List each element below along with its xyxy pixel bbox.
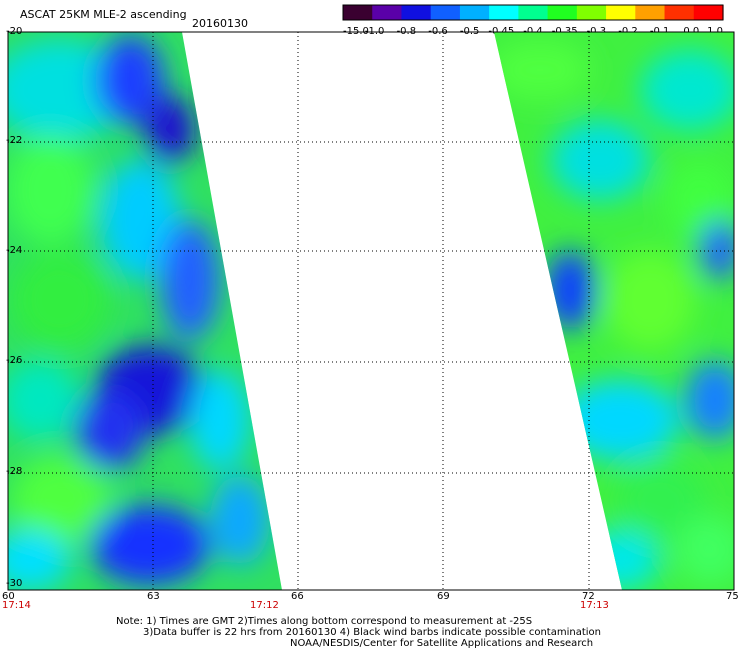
lon-label: 66 [291,591,304,602]
colorbar-swatch [606,5,636,20]
lat-lon-grid [8,32,734,590]
time-label-left: 17:14 [2,600,31,611]
note-line-2: 3)Data buffer is 22 hrs from 20160130 4)… [143,627,601,638]
colorbar-swatch [547,5,578,20]
lon-label: 63 [147,591,160,602]
lat-label: -26 [6,355,23,366]
note-line-1: Note: 1) Times are GMT 2)Times along bot… [116,616,533,627]
colorbar-swatch [576,5,607,20]
colorbar-swatch [664,5,695,20]
colorbar-swatch [489,5,519,20]
map-frame [7,31,735,591]
left-swath [8,32,282,590]
lat-label: -22 [6,135,23,146]
lat-label: -20 [6,26,23,37]
colorbar-swatch [635,5,666,20]
time-label-right: 17:13 [580,600,609,611]
map-title: ASCAT 25KM MLE-2 ascending [20,8,187,21]
colorbar-swatch [430,5,461,20]
lon-label: 60 [2,591,15,602]
colorbar-swatch [459,5,490,20]
lon-label: 72 [582,591,595,602]
time-label-mid: 17:12 [250,600,279,611]
colorbar-swatch [343,5,373,20]
lon-label: 69 [437,591,450,602]
lat-label: -24 [6,245,23,256]
colorbar-swatch [401,5,432,20]
lat-label: -30 [6,578,23,589]
lat-label: -28 [6,466,23,477]
right-swath [494,32,734,590]
colorbar-swatch [693,5,724,20]
map-date: 20160130 [192,17,248,30]
lon-label: 75 [726,591,739,602]
colorbar-swatch [372,5,403,20]
note-line-3: NOAA/NESDIS/Center for Satellite Applica… [290,638,594,649]
colorbar-swatch [518,5,549,20]
colorbar-border [342,4,724,21]
